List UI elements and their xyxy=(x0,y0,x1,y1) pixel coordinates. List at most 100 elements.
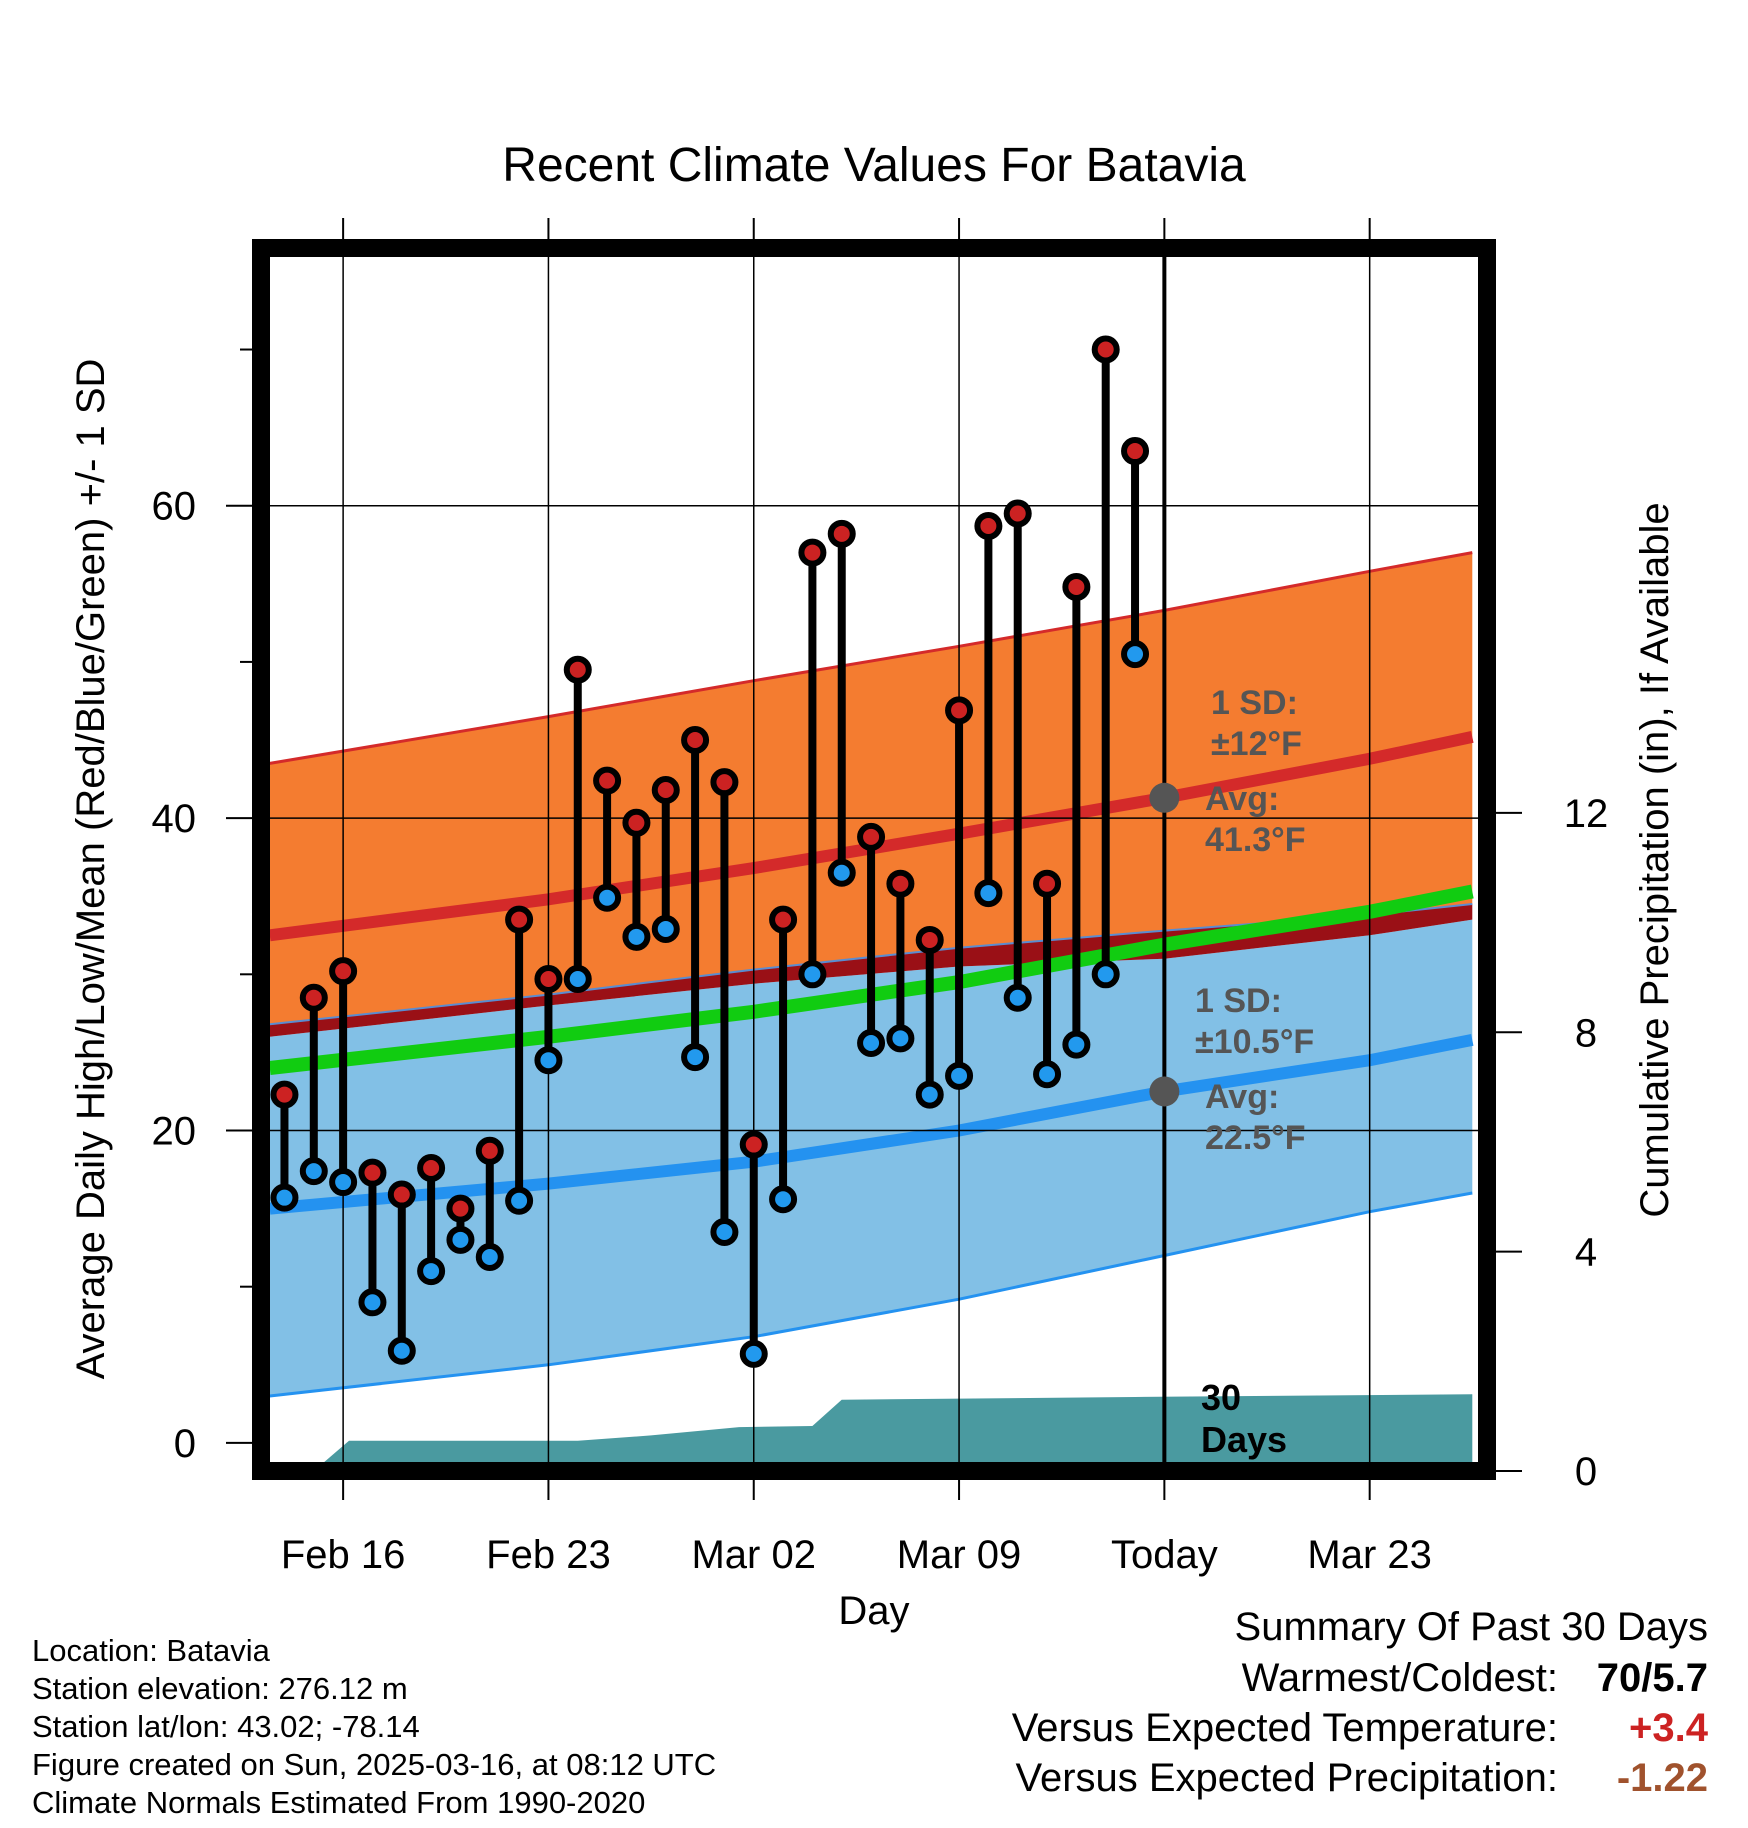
summary-panel: Summary Of Past 30 Days Warmest/Coldest:… xyxy=(1012,1605,1708,1806)
summary-title: Summary Of Past 30 Days xyxy=(1234,1605,1708,1649)
x-tick-label-1: Feb 23 xyxy=(486,1533,611,1577)
low-point-18 xyxy=(798,960,827,989)
high-point-27 xyxy=(1062,572,1091,601)
elevation-text: Station elevation: 276.12 m xyxy=(32,1671,408,1706)
y2-tick-label-0: 0 xyxy=(1575,1450,1597,1494)
high-avg-value: 41.3°F xyxy=(1205,821,1306,859)
high-point-8 xyxy=(505,905,534,934)
high-point-6 xyxy=(446,1194,475,1223)
high-point-28 xyxy=(1091,335,1120,364)
precip-value: -1.22 xyxy=(1616,1756,1708,1800)
low-point-28 xyxy=(1091,960,1120,989)
y-axis-label: Average Daily High/Low/Mean (Red/Blue/Gr… xyxy=(69,359,113,1380)
warmest-value: 70/5.7 xyxy=(1596,1656,1708,1700)
high-point-11 xyxy=(593,766,622,795)
low-point-1 xyxy=(299,1157,328,1186)
y-tick-label-3: 60 xyxy=(152,485,197,529)
high-point-20 xyxy=(857,822,886,851)
high-point-19 xyxy=(827,519,856,548)
x-tick-label-4: Today xyxy=(1111,1533,1218,1577)
low-point-23 xyxy=(945,1061,974,1090)
y-tick-label-2: 40 xyxy=(152,797,197,841)
high-point-17 xyxy=(769,905,798,934)
low-point-6 xyxy=(446,1225,475,1254)
high-point-21 xyxy=(886,869,915,898)
high-point-7 xyxy=(475,1136,504,1165)
chart-title: Recent Climate Values For Batavia xyxy=(502,139,1246,192)
high-point-3 xyxy=(358,1158,387,1187)
data-points xyxy=(270,335,1180,1368)
warmest-label: Warmest/Coldest: xyxy=(1241,1656,1558,1700)
low-point-5 xyxy=(417,1257,446,1286)
annotations: 1 SD: ±12°F Avg: 41.3°F 1 SD: ±10.5°F Av… xyxy=(1195,684,1314,1460)
temp-value: +3.4 xyxy=(1629,1706,1708,1750)
high-point-22 xyxy=(915,925,944,954)
normals-text: Climate Normals Estimated From 1990-2020 xyxy=(32,1785,646,1820)
plot-frame xyxy=(252,239,1496,1480)
low-point-25 xyxy=(1003,983,1032,1012)
high-point-12 xyxy=(622,808,651,837)
low-point-2 xyxy=(329,1168,358,1197)
axes: Feb 16 Feb 23 Mar 02 Mar 09 Today Mar 2302040… xyxy=(152,218,1609,1577)
y2-tick-label-3: 12 xyxy=(1564,792,1609,836)
low-point-11 xyxy=(593,883,622,912)
y-tick-label-1: 20 xyxy=(152,1109,197,1153)
low-point-4 xyxy=(387,1336,416,1365)
low-point-15 xyxy=(710,1218,739,1247)
high-point-2 xyxy=(329,957,358,986)
low-point-9 xyxy=(534,1046,563,1075)
high-point-1 xyxy=(299,983,328,1012)
high-point-16 xyxy=(739,1130,768,1159)
summary-row-precip: Versus Expected Precipitation: -1.22 xyxy=(1012,1756,1708,1806)
days-count-label: 30 xyxy=(1201,1377,1241,1418)
x-tick-label-2: Mar 02 xyxy=(691,1533,816,1577)
low-point-22 xyxy=(915,1080,944,1109)
low-point-8 xyxy=(505,1186,534,1215)
high-point-9 xyxy=(534,964,563,993)
high-sd-label: 1 SD: xyxy=(1211,684,1298,722)
high-point-4 xyxy=(387,1180,416,1209)
low-point-26 xyxy=(1033,1060,1062,1089)
low-point-16 xyxy=(739,1339,768,1368)
low-point-17 xyxy=(769,1185,798,1214)
temp-label: Versus Expected Temperature: xyxy=(1011,1706,1558,1750)
high-point-14 xyxy=(681,726,710,755)
low-avg-value: 22.5°F xyxy=(1205,1119,1306,1157)
x-tick-label-5: Mar 23 xyxy=(1307,1533,1432,1577)
high-point-24 xyxy=(974,512,1003,541)
y2-tick-label-1: 4 xyxy=(1575,1231,1597,1275)
low-point-13 xyxy=(651,915,680,944)
high-point-25 xyxy=(1003,499,1032,528)
x-tick-label-0: Feb 16 xyxy=(281,1533,406,1577)
low-point-19 xyxy=(827,858,856,887)
location-text: Location: Batavia xyxy=(32,1633,270,1668)
x-tick-label-3: Mar 09 xyxy=(897,1533,1022,1577)
low-point-12 xyxy=(622,922,651,951)
low-point-24 xyxy=(974,879,1003,908)
high-point-0 xyxy=(270,1080,299,1109)
low-avg-marker xyxy=(1149,1076,1180,1107)
high-point-18 xyxy=(798,538,827,567)
summary-row-temp: Versus Expected Temperature: +3.4 xyxy=(1012,1706,1708,1756)
precip-label: Versus Expected Precipitation: xyxy=(1015,1756,1558,1800)
high-point-26 xyxy=(1033,869,1062,898)
high-point-5 xyxy=(417,1153,446,1182)
created-text: Figure created on Sun, 2025-03-16, at 08… xyxy=(32,1747,717,1782)
low-point-10 xyxy=(563,964,592,993)
low-point-27 xyxy=(1062,1030,1091,1059)
high-avg-marker xyxy=(1149,782,1180,813)
low-point-21 xyxy=(886,1024,915,1053)
high-sd-band xyxy=(269,552,1473,1025)
high-point-13 xyxy=(651,775,680,804)
high-avg-label: Avg: xyxy=(1205,780,1279,818)
days-word-label: Days xyxy=(1201,1419,1287,1460)
latlon-text: Station lat/lon: 43.02; -78.14 xyxy=(32,1709,420,1744)
low-point-14 xyxy=(681,1043,710,1072)
low-avg-label: Avg: xyxy=(1205,1078,1279,1116)
high-sd-value: ±12°F xyxy=(1211,725,1302,763)
precip-area xyxy=(269,1394,1473,1471)
low-sd-label: 1 SD: xyxy=(1195,982,1282,1020)
y-tick-label-0: 0 xyxy=(174,1422,196,1466)
low-point-20 xyxy=(857,1029,886,1058)
